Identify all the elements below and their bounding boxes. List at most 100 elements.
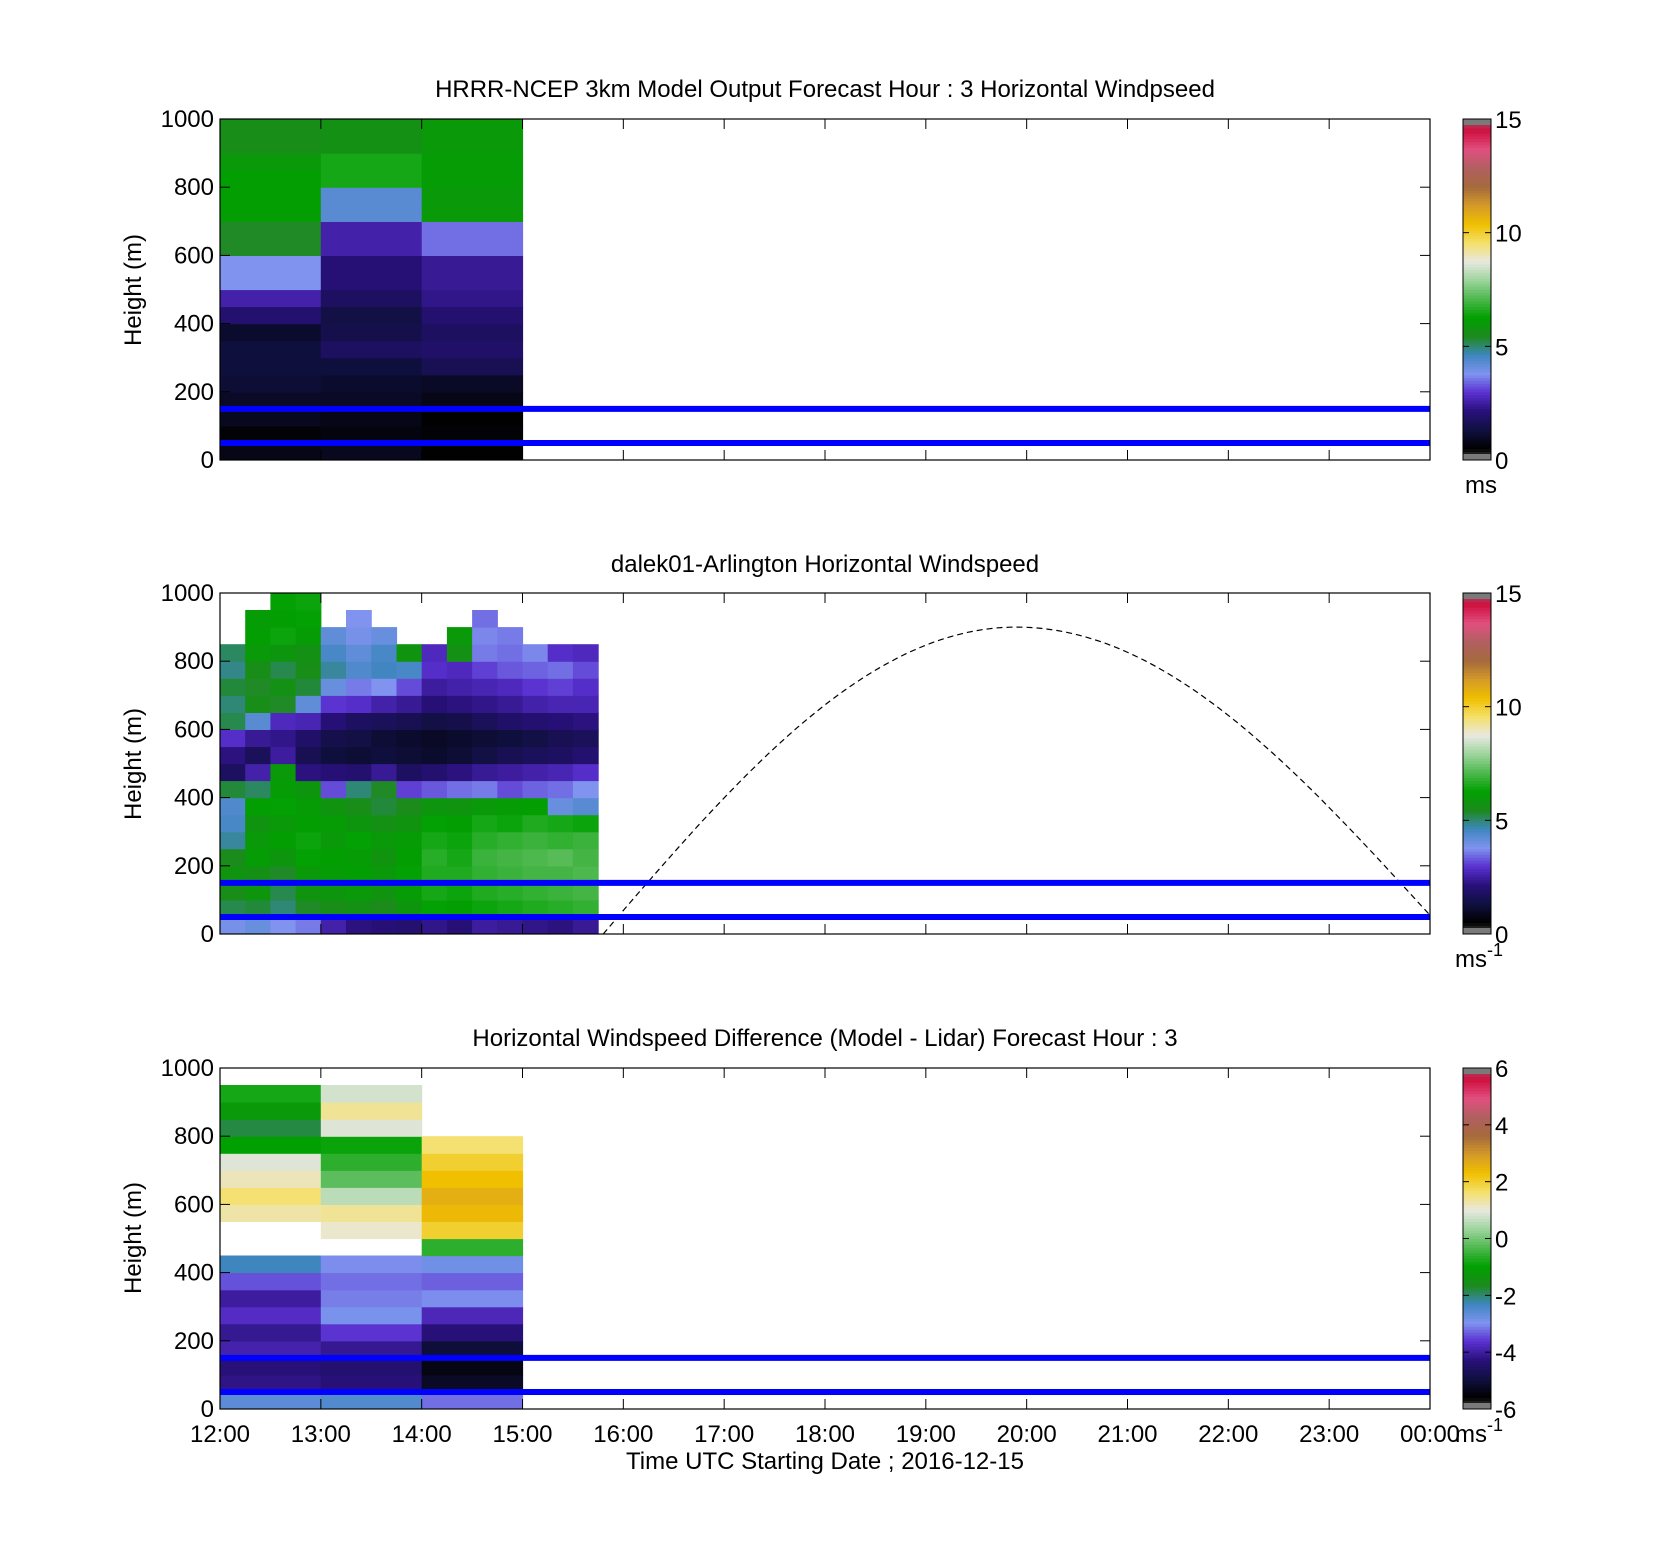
colorbar-segment [1463,1264,1491,1268]
heatmap-cell [220,865,246,884]
colorbar-segment [1463,1133,1491,1137]
colorbar-tick-label: 2 [1495,1170,1508,1197]
heatmap-cell [220,391,322,410]
heatmap-cell [421,323,524,342]
heatmap-cell [270,695,297,713]
heatmap-cell [472,763,498,782]
heatmap-cell [295,797,322,816]
colorbar-segment [1463,292,1491,296]
colorbar-segment [1463,136,1491,140]
heatmap-cell [320,865,347,884]
colorbar-segment [1463,692,1491,696]
colorbar-segment [1463,289,1491,293]
heatmap-cell [421,1153,524,1171]
heatmap-cell [396,848,423,867]
heatmap-cell [497,882,524,901]
colorbar-segment [1463,1391,1491,1396]
heatmap-cell [371,797,398,816]
colorbar-segment [1463,1360,1491,1365]
colorbar-segment [1463,130,1491,134]
colorbar-segment [1463,1269,1491,1274]
panel-lidar: dalek01-Arlington Horizontal Windspeed 0… [120,551,1522,973]
colorbar-segment [1463,286,1491,290]
colorbar-segment [1463,1161,1491,1166]
colorbar-segment [1463,922,1491,926]
heatmap-cell [497,814,524,833]
colorbar-segment [1463,352,1491,356]
reference-lines [220,405,1430,446]
colorbar-segment [1463,1272,1491,1276]
heatmap-cell [396,831,423,850]
heatmap-cell [220,357,322,376]
colorbar-segment [1463,593,1491,599]
heatmap-cell [421,780,448,799]
heatmap-cell [522,763,549,782]
colorbar-segment [1463,689,1491,693]
colorbar-tick-label: 0 [1495,1227,1508,1254]
colorbar-segment [1463,826,1491,830]
colorbar-segment [1463,161,1491,165]
colorbar-segment [1463,1306,1491,1311]
y-tick-label: 400 [174,311,214,338]
colorbar-segment [1463,811,1491,816]
colorbar-segment [1463,119,1491,125]
heatmap-cell [446,763,473,782]
colorbar-segment [1463,394,1491,398]
heatmap-cell [320,1323,423,1342]
heatmap-cell [572,678,599,696]
colorbar-segment [1463,612,1491,617]
heatmap-cell [421,153,524,171]
heatmap-cell [421,340,524,359]
heatmap-cell [446,797,473,816]
heatmap-cell [270,831,297,850]
colorbar-segment [1463,141,1491,146]
heatmap-cell [270,865,297,884]
heatmap-cell [220,797,246,816]
colorbar-segment [1463,238,1491,242]
heatmap-cell [220,153,322,171]
colorbar-segment [1463,874,1491,878]
y-tick-label: 1000 [161,1055,214,1082]
heatmap-cell [421,1221,524,1240]
heatmap-cell [472,865,498,884]
heatmap-cell [472,610,498,628]
colorbar-segment [1463,369,1491,373]
y-tick-label: 1000 [161,106,214,133]
colorbar-segment [1463,244,1491,248]
heatmap-cell [346,763,372,782]
colorbar-segment [1463,1164,1491,1168]
heatmap-cell [320,882,347,901]
heatmap-cell [547,882,574,901]
colorbar-segment [1463,1178,1491,1183]
heatmap-cell [446,627,473,645]
heatmap-cell [421,170,524,188]
heatmap-cell [220,340,322,359]
colorbar-segment [1463,1374,1491,1379]
heatmap-cell [371,729,398,748]
heatmap-cell [547,814,574,833]
colorbar-segment [1463,1281,1491,1285]
colorbar-segment [1463,158,1491,163]
colorbar-segment [1463,1369,1491,1373]
heatmap-cell [320,1272,423,1291]
heatmap-cell [320,1085,423,1103]
heatmap-cell [572,661,599,679]
y-tick-label: 800 [174,174,214,201]
colorbar-segment [1463,760,1491,764]
colorbar-segment [1463,828,1491,833]
colorbar-segment [1463,334,1491,339]
colorbar-tick-label: 15 [1495,581,1522,608]
x-tick-label: 19:00 [896,1421,956,1448]
colorbar-segment [1463,1215,1491,1220]
colorbar-segment [1463,437,1491,441]
colorbar-segment [1463,780,1491,784]
colorbar-segment [1463,1283,1491,1288]
heatmap-cell [346,712,372,730]
colorbar-segment [1463,914,1491,918]
heatmap-cell [421,1238,524,1257]
colorbar-segment [1463,1380,1491,1384]
colorbar-segment [1463,928,1491,934]
heatmap-cell [371,882,398,901]
heatmap-cell [421,1323,524,1342]
heatmap-cell [220,1170,322,1188]
